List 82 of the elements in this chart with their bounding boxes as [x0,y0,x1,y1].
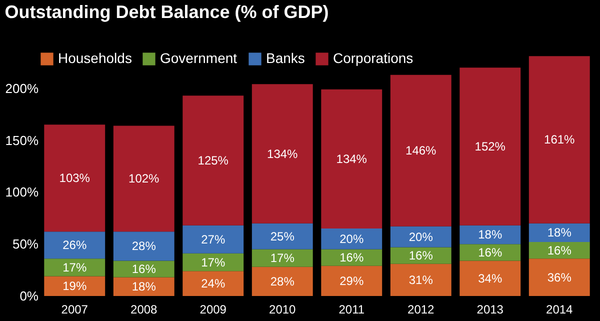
bar [460,244,521,261]
data-label: 18% [478,228,502,242]
data-label: 16% [408,248,434,263]
bar [321,249,382,266]
legend-label: Corporations [333,50,414,66]
data-label: 17% [62,260,87,274]
data-label: 29% [340,274,364,288]
data-label: 20% [340,232,364,246]
y-tick-label: 0% [20,288,39,304]
legend-label: Households [58,50,132,66]
bar [252,84,313,224]
data-label: 16% [478,245,502,260]
data-label: 24% [201,276,226,291]
bar [182,96,244,226]
data-label: 18% [547,226,572,240]
bar [460,225,521,244]
bar [113,126,174,232]
bar [528,242,590,259]
data-label: 28% [132,239,156,254]
bar [528,258,590,296]
bar [182,225,244,254]
bar [252,223,313,250]
bar [321,228,382,250]
y-tick-label: 50% [12,236,39,252]
data-label: 146% [406,144,437,158]
data-label: 161% [544,132,576,147]
data-label: 16% [132,262,156,276]
bar [44,258,106,276]
x-tick-label: 2012 [408,302,435,316]
data-label: 17% [201,255,226,270]
data-label: 16% [547,243,572,258]
bar [113,277,174,296]
data-label: 134% [336,152,368,166]
bar [252,266,313,296]
data-label: 28% [270,274,295,288]
legend-label: Government [160,50,238,66]
data-label: 102% [128,172,160,186]
bar [182,253,244,272]
bar [113,260,174,278]
data-label: 31% [408,272,434,287]
bar [113,232,174,261]
chart-title: Outstanding Debt Balance (% of GDP) [4,2,329,22]
data-label: 16% [340,250,364,265]
data-label: 26% [62,238,87,252]
x-tick-label: 2008 [130,302,158,316]
bar [528,223,590,242]
bar [44,232,106,259]
data-label: 27% [201,232,226,246]
x-tick-label: 2009 [200,302,227,316]
data-label: 103% [59,171,90,186]
legend-label: Banks [266,50,305,66]
bar [252,249,313,267]
x-tick-label: 2013 [476,302,504,316]
data-label: 17% [270,251,295,266]
bar [321,266,382,296]
x-tick-label: 2010 [269,302,296,316]
bar [528,56,590,224]
bar [390,74,452,226]
bar [390,264,452,296]
data-label: 125% [198,154,229,168]
data-label: 25% [270,229,295,244]
data-label: 36% [547,270,572,284]
x-tick-label: 2011 [338,302,365,316]
bar [460,68,521,226]
bar [390,226,452,248]
bar [182,271,244,296]
bar [44,276,106,296]
y-tick-label: 150% [5,132,39,148]
data-label: 20% [408,230,434,244]
bar [321,89,382,229]
x-tick-label: 2014 [546,302,574,316]
bar [44,124,106,232]
data-label: 19% [62,279,87,294]
bar [460,260,521,296]
x-tick-label: 2007 [61,302,88,316]
bar [390,247,452,264]
data-label: 134% [267,146,298,161]
y-tick-label: 200% [5,80,39,96]
data-label: 34% [478,271,502,286]
data-label: 152% [474,139,506,154]
data-label: 18% [132,280,156,294]
y-tick-label: 100% [5,184,39,200]
